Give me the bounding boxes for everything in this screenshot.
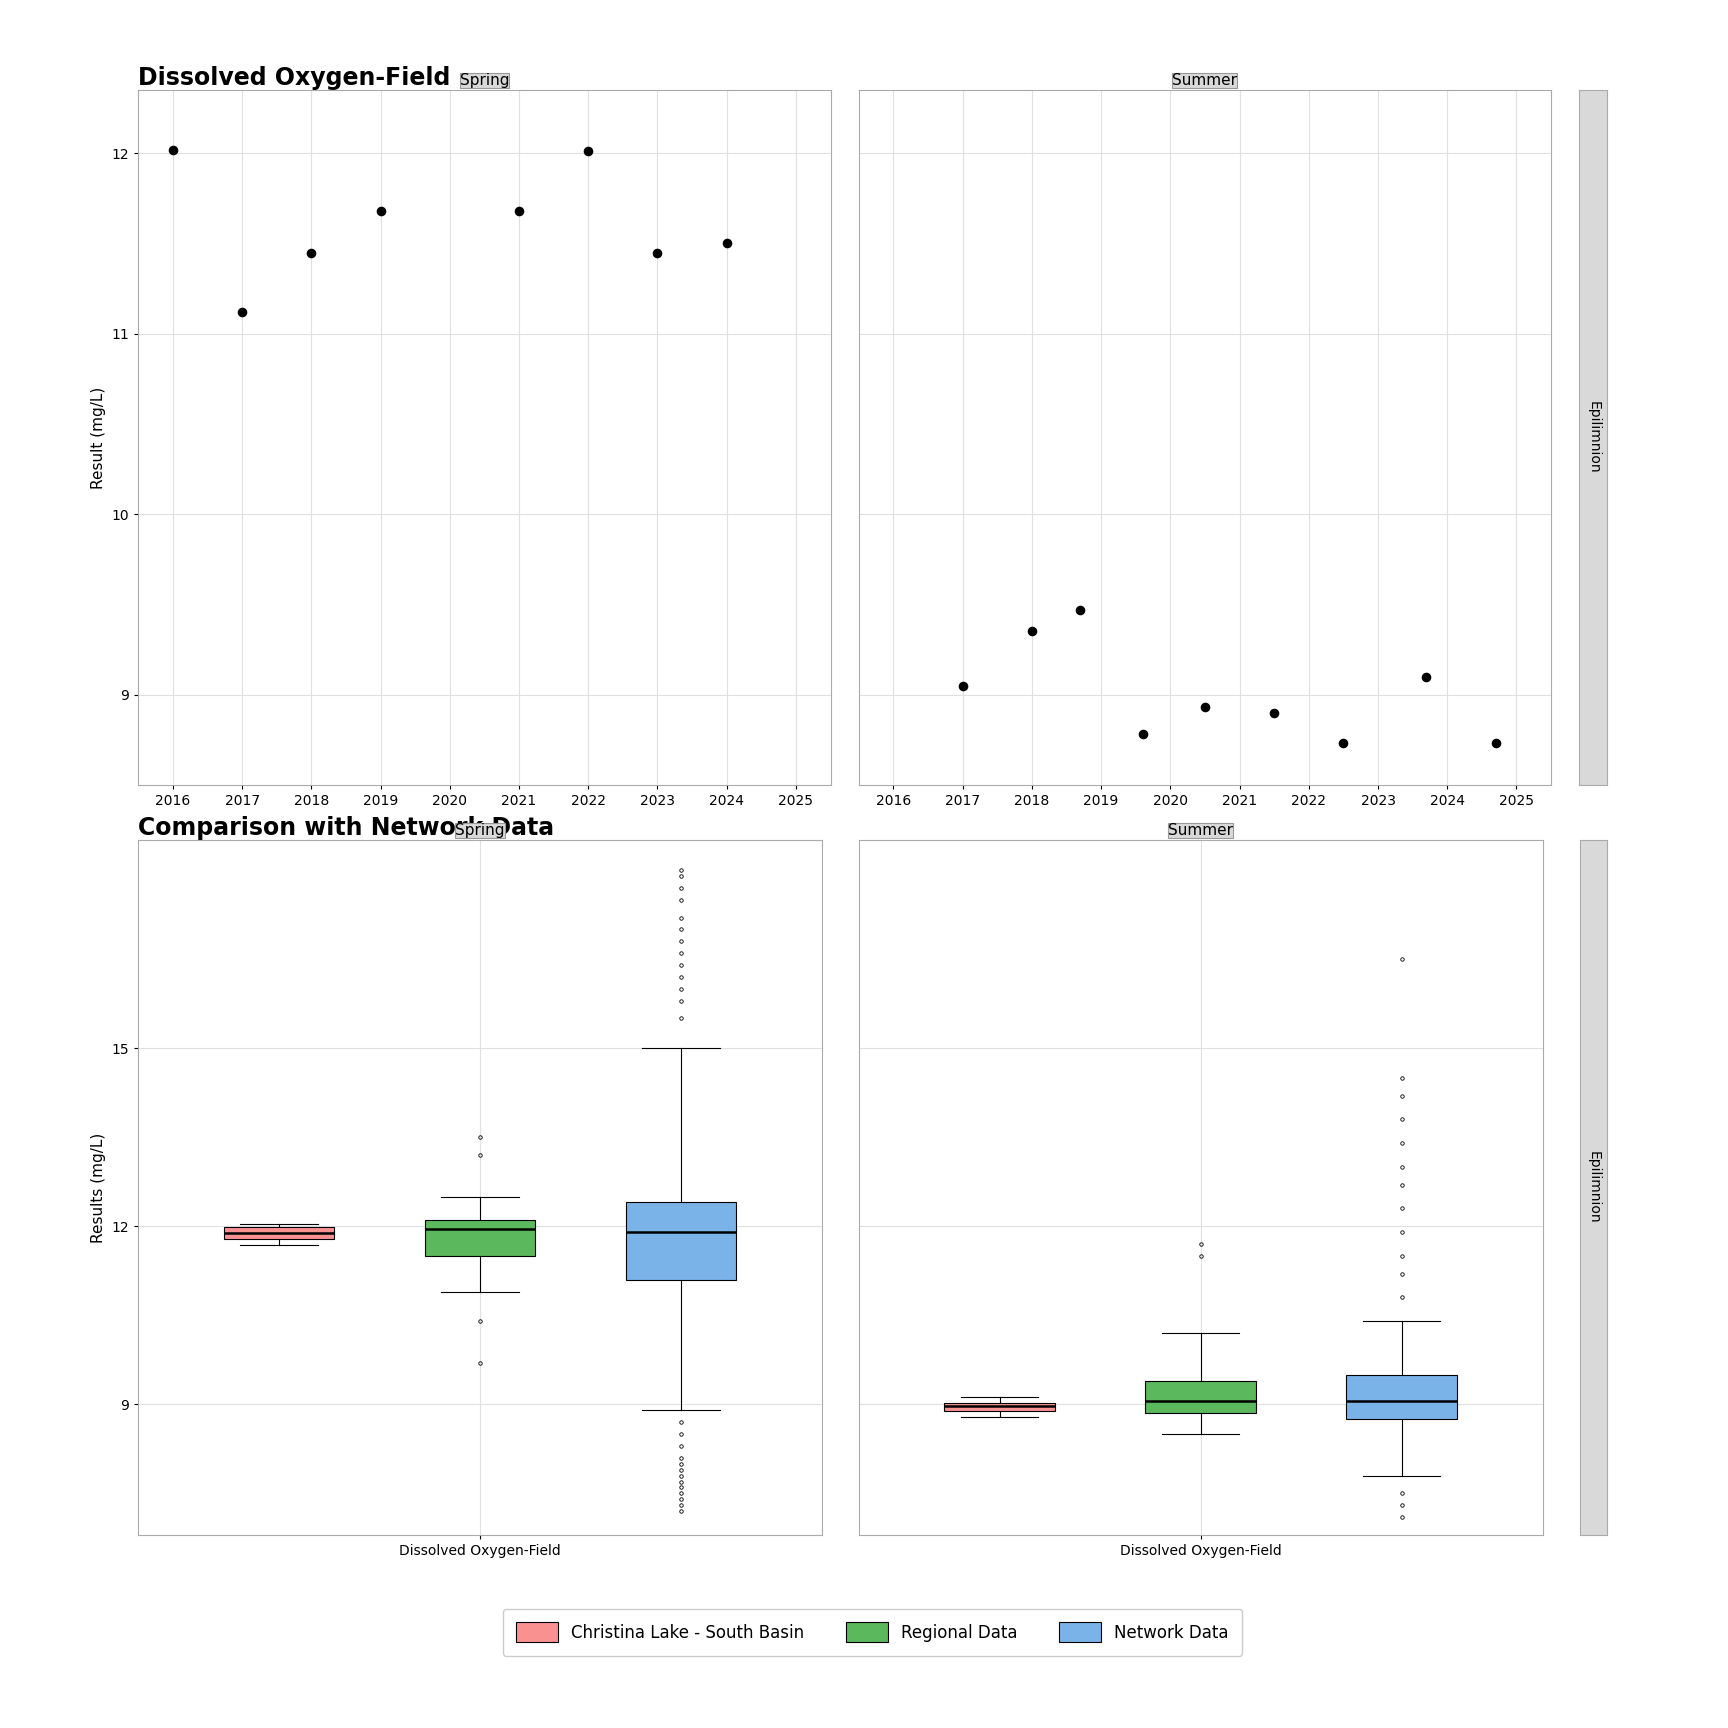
- Title: Summer: Summer: [1168, 823, 1234, 838]
- Text: Epilimnion: Epilimnion: [1586, 1151, 1600, 1223]
- Bar: [1346, 1375, 1457, 1419]
- Point: [1483, 729, 1510, 757]
- Y-axis label: Results (mg/L): Results (mg/L): [92, 1132, 105, 1242]
- Title: Spring: Spring: [454, 823, 505, 838]
- Point: [643, 238, 670, 266]
- Point: [574, 138, 601, 166]
- Text: Epilimnion: Epilimnion: [1586, 401, 1600, 473]
- Y-axis label: Result (mg/L): Result (mg/L): [92, 387, 105, 489]
- Point: [1018, 617, 1045, 645]
- Point: [1128, 721, 1156, 748]
- Point: [714, 230, 741, 257]
- Bar: [223, 1227, 334, 1239]
- Bar: [626, 1203, 736, 1280]
- Point: [366, 197, 394, 225]
- Point: [505, 197, 532, 225]
- Bar: [945, 1403, 1056, 1412]
- Point: [1191, 693, 1218, 721]
- Title: Summer: Summer: [1172, 73, 1237, 88]
- Text: Comparison with Network Data: Comparison with Network Data: [138, 816, 555, 840]
- Point: [949, 672, 976, 700]
- Point: [1329, 729, 1356, 757]
- Point: [1260, 698, 1287, 726]
- Text: Dissolved Oxygen-Field: Dissolved Oxygen-Field: [138, 66, 451, 90]
- Bar: [1146, 1381, 1256, 1414]
- Title: Spring: Spring: [460, 73, 510, 88]
- Point: [1414, 662, 1441, 689]
- Bar: [425, 1220, 536, 1256]
- Point: [297, 238, 325, 266]
- Point: [159, 137, 187, 164]
- Legend: Christina Lake - South Basin, Regional Data, Network Data: Christina Lake - South Basin, Regional D…: [503, 1609, 1242, 1655]
- Point: [228, 299, 256, 327]
- Point: [1066, 596, 1094, 624]
